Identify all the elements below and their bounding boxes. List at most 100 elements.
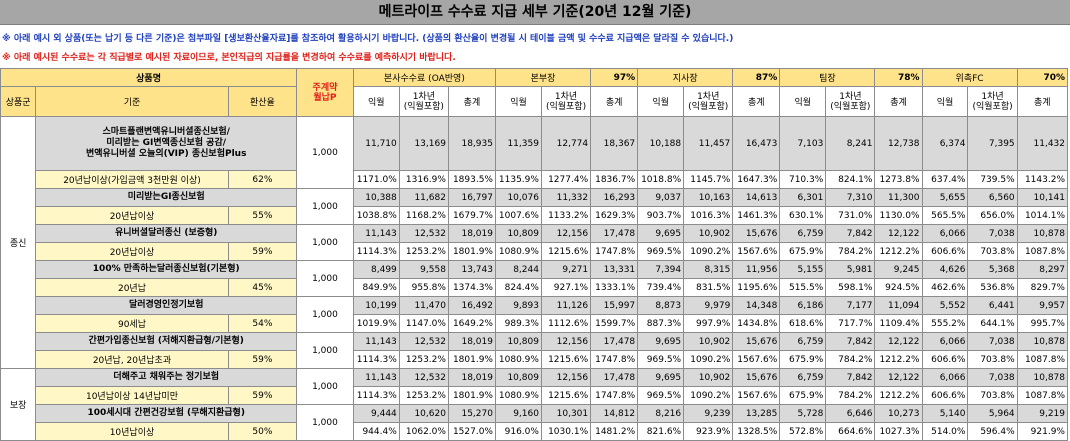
monthly-premium[interactable]: 1,000 bbox=[296, 224, 354, 261]
amount-cell[interactable]: 12,774 bbox=[540, 116, 592, 171]
percent-cell[interactable]: 1090.2% bbox=[683, 386, 734, 405]
percent-cell[interactable]: 1374.3% bbox=[447, 278, 496, 297]
sub-first-year[interactable]: 1차년 (익월포함) bbox=[825, 86, 876, 117]
percent-cell[interactable]: 1253.2% bbox=[398, 350, 449, 369]
sub-first-year[interactable]: 1차년 (익월포함) bbox=[683, 86, 734, 117]
amount-cell[interactable]: 18,019 bbox=[447, 368, 496, 387]
amount-cell[interactable]: 9,893 bbox=[494, 296, 542, 315]
header-group-team[interactable]: 팀장 bbox=[779, 68, 876, 87]
amount-cell[interactable]: 10,809 bbox=[494, 224, 542, 243]
amount-cell[interactable]: 8,297 bbox=[1016, 260, 1069, 279]
sub-total[interactable]: 총계 bbox=[590, 86, 639, 117]
percent-cell[interactable]: 849.9% bbox=[352, 278, 400, 297]
percent-cell[interactable]: 903.7% bbox=[637, 206, 685, 225]
amount-cell[interactable]: 18,935 bbox=[447, 116, 496, 171]
amount-cell[interactable]: 11,470 bbox=[398, 296, 449, 315]
criteria-cell[interactable]: 10년납이상 bbox=[35, 422, 229, 441]
criteria-cell[interactable]: 20년납이상 bbox=[35, 242, 229, 261]
percent-cell[interactable]: 1171.0% bbox=[352, 170, 400, 189]
amount-cell[interactable]: 11,956 bbox=[732, 260, 781, 279]
percent-cell[interactable]: 572.8% bbox=[779, 422, 827, 441]
amount-cell[interactable]: 10,076 bbox=[494, 188, 542, 207]
percent-cell[interactable]: 565.5% bbox=[921, 206, 969, 225]
percent-cell[interactable]: 824.1% bbox=[825, 170, 876, 189]
percent-cell[interactable]: 1062.0% bbox=[398, 422, 449, 441]
percent-cell[interactable]: 997.9% bbox=[683, 314, 734, 333]
percent-cell[interactable]: 829.7% bbox=[1016, 278, 1069, 297]
amount-cell[interactable]: 10,388 bbox=[352, 188, 400, 207]
percent-cell[interactable]: 1030.1% bbox=[540, 422, 592, 441]
header-group-hq[interactable]: 본사수수료 (OA반영) bbox=[352, 68, 496, 87]
product-name[interactable]: 100% 만족하는달러종신보험(기본형) bbox=[35, 260, 298, 279]
header-rate-fc[interactable]: 70% bbox=[1016, 68, 1069, 87]
percent-cell[interactable]: 1215.6% bbox=[540, 242, 592, 261]
amount-cell[interactable]: 6,374 bbox=[921, 116, 969, 171]
product-name[interactable]: 미리받는GI종신보험 bbox=[35, 188, 298, 207]
header-rate-branch[interactable]: 87% bbox=[732, 68, 781, 87]
header-group-branch[interactable]: 지사장 bbox=[637, 68, 734, 87]
percent-cell[interactable]: 1080.9% bbox=[494, 350, 542, 369]
percent-cell[interactable]: 1649.2% bbox=[447, 314, 496, 333]
amount-cell[interactable]: 10,199 bbox=[352, 296, 400, 315]
percent-cell[interactable]: 1567.6% bbox=[732, 386, 781, 405]
conversion-rate[interactable]: 62% bbox=[227, 170, 298, 189]
percent-cell[interactable]: 969.5% bbox=[637, 386, 685, 405]
sub-total[interactable]: 총계 bbox=[732, 86, 781, 117]
amount-cell[interactable]: 7,038 bbox=[967, 332, 1018, 351]
amount-cell[interactable]: 16,492 bbox=[447, 296, 496, 315]
percent-cell[interactable]: 969.5% bbox=[637, 242, 685, 261]
monthly-premium[interactable]: 1,000 bbox=[296, 332, 354, 369]
amount-cell[interactable]: 14,613 bbox=[732, 188, 781, 207]
percent-cell[interactable]: 1114.3% bbox=[352, 242, 400, 261]
monthly-premium[interactable]: 1,000 bbox=[296, 368, 354, 405]
amount-cell[interactable]: 11,332 bbox=[540, 188, 592, 207]
amount-cell[interactable]: 12,156 bbox=[540, 368, 592, 387]
percent-cell[interactable]: 675.9% bbox=[779, 350, 827, 369]
percent-cell[interactable]: 784.2% bbox=[825, 242, 876, 261]
percent-cell[interactable]: 606.6% bbox=[921, 386, 969, 405]
amount-cell[interactable]: 18,019 bbox=[447, 332, 496, 351]
percent-cell[interactable]: 921.9% bbox=[1016, 422, 1069, 441]
amount-cell[interactable]: 15,270 bbox=[447, 404, 496, 423]
percent-cell[interactable]: 1087.8% bbox=[1016, 386, 1069, 405]
percent-cell[interactable]: 969.5% bbox=[637, 350, 685, 369]
amount-cell[interactable]: 15,997 bbox=[590, 296, 639, 315]
amount-cell[interactable]: 6,066 bbox=[921, 224, 969, 243]
percent-cell[interactable]: 596.4% bbox=[967, 422, 1018, 441]
percent-cell[interactable]: 1801.9% bbox=[447, 242, 496, 261]
category-cell[interactable]: 종신 bbox=[0, 116, 37, 369]
sub-total[interactable]: 총계 bbox=[447, 86, 496, 117]
percent-cell[interactable]: 1168.2% bbox=[398, 206, 449, 225]
amount-cell[interactable]: 7,842 bbox=[825, 224, 876, 243]
amount-cell[interactable]: 11,143 bbox=[352, 368, 400, 387]
percent-cell[interactable]: 1434.8% bbox=[732, 314, 781, 333]
percent-cell[interactable]: 1747.8% bbox=[590, 350, 639, 369]
amount-cell[interactable]: 7,310 bbox=[825, 188, 876, 207]
product-name[interactable]: 간편가입종신보험 (저해지환급형/기본형) bbox=[35, 332, 298, 351]
amount-cell[interactable]: 8,244 bbox=[494, 260, 542, 279]
amount-cell[interactable]: 9,160 bbox=[494, 404, 542, 423]
amount-cell[interactable]: 6,186 bbox=[779, 296, 827, 315]
header-group-fc[interactable]: 위촉FC bbox=[921, 68, 1018, 87]
percent-cell[interactable]: 1333.1% bbox=[590, 278, 639, 297]
amount-cell[interactable]: 6,066 bbox=[921, 368, 969, 387]
amount-cell[interactable]: 9,444 bbox=[352, 404, 400, 423]
percent-cell[interactable]: 1038.8% bbox=[352, 206, 400, 225]
amount-cell[interactable]: 11,300 bbox=[874, 188, 923, 207]
amount-cell[interactable]: 13,285 bbox=[732, 404, 781, 423]
percent-cell[interactable]: 1080.9% bbox=[494, 386, 542, 405]
amount-cell[interactable]: 14,812 bbox=[590, 404, 639, 423]
amount-cell[interactable]: 12,122 bbox=[874, 332, 923, 351]
amount-cell[interactable]: 16,293 bbox=[590, 188, 639, 207]
monthly-premium[interactable]: 1,000 bbox=[296, 260, 354, 297]
amount-cell[interactable]: 9,037 bbox=[637, 188, 685, 207]
amount-cell[interactable]: 13,743 bbox=[447, 260, 496, 279]
amount-cell[interactable]: 11,126 bbox=[540, 296, 592, 315]
amount-cell[interactable]: 10,878 bbox=[1016, 368, 1069, 387]
amount-cell[interactable]: 7,842 bbox=[825, 368, 876, 387]
percent-cell[interactable]: 1599.7% bbox=[590, 314, 639, 333]
percent-cell[interactable]: 1014.1% bbox=[1016, 206, 1069, 225]
header-category[interactable]: 상품군 bbox=[0, 86, 37, 117]
percent-cell[interactable]: 887.3% bbox=[637, 314, 685, 333]
amount-cell[interactable]: 9,979 bbox=[683, 296, 734, 315]
